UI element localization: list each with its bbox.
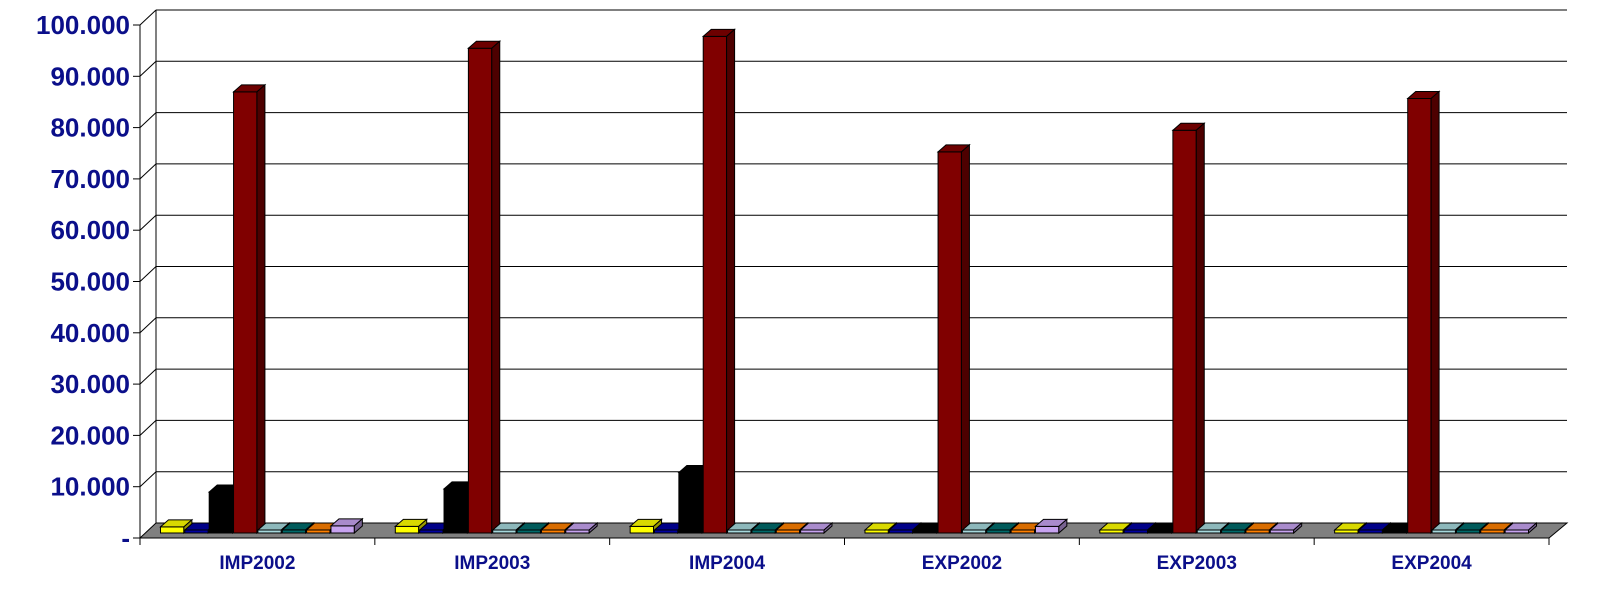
- bar: [1333, 521, 1368, 535]
- y-tick-label: 70.000: [50, 164, 130, 194]
- x-tick-label: EXP2003: [1157, 553, 1237, 574]
- bar: [628, 518, 663, 535]
- y-tick-label: 80.000: [50, 113, 130, 143]
- x-tick-label: IMP2002: [219, 553, 295, 574]
- bar-front: [629, 525, 655, 534]
- y-tick-label: 90.000: [50, 61, 130, 91]
- bar: [1171, 122, 1206, 535]
- x-tick-label: IMP2004: [689, 553, 765, 574]
- bar-front: [467, 47, 493, 534]
- bar: [280, 521, 315, 535]
- bar-side: [588, 521, 598, 535]
- bar: [774, 521, 809, 535]
- gridline-side: [139, 368, 157, 385]
- x-tick-label: EXP2004: [1391, 553, 1472, 574]
- bar: [701, 28, 736, 535]
- gridline-side: [139, 163, 157, 180]
- bar: [1406, 90, 1441, 535]
- bar-front: [330, 525, 355, 534]
- y-tick-label: 10.000: [50, 472, 130, 502]
- bar-front: [443, 488, 468, 534]
- y-tick-label: 100.000: [36, 10, 130, 40]
- bar-front: [394, 525, 420, 534]
- bar: [936, 143, 971, 535]
- bar: [1268, 521, 1304, 535]
- bar-front: [208, 491, 234, 534]
- bar: [491, 521, 526, 535]
- bar: [1034, 518, 1069, 535]
- bar-side: [1058, 518, 1068, 535]
- bar-side: [353, 517, 363, 535]
- bar-side: [491, 40, 501, 535]
- gridline-side: [139, 266, 157, 282]
- gridline-side: [139, 112, 157, 128]
- bar: [1357, 521, 1392, 535]
- bar: [1430, 521, 1465, 535]
- y-tick-label: 30.000: [50, 369, 130, 399]
- gridline-side: [139, 471, 157, 488]
- bar-side: [256, 83, 266, 535]
- bar: [799, 521, 834, 535]
- bars: [159, 28, 1538, 535]
- y-tick-label: 40.000: [50, 318, 130, 348]
- bar-front: [1034, 525, 1060, 534]
- y-tick-label: -: [121, 523, 130, 553]
- bar: [329, 517, 364, 535]
- bar: [1503, 521, 1538, 535]
- bar-side: [1195, 122, 1205, 535]
- bar-side: [1293, 521, 1303, 535]
- bar-side: [960, 143, 970, 535]
- bar: [232, 83, 267, 535]
- bar-front: [1407, 97, 1432, 534]
- x-axis: IMP2002 IMP2003 IMP2004 EXP2002 EXP2003 EXP20…: [139, 538, 1550, 574]
- gridline-side: [139, 317, 157, 334]
- y-axis: - 10.000 20.000 30.000 40.000 50.000 60.000 70.…: [36, 10, 140, 553]
- y-tick-label: 60.000: [50, 215, 130, 245]
- gridline-side: [139, 420, 157, 436]
- bar-front: [678, 471, 703, 534]
- gridline-side: [139, 214, 157, 231]
- x-tick-label: EXP2002: [922, 553, 1002, 574]
- gridline-side: [139, 9, 157, 26]
- bar-front: [233, 91, 258, 534]
- bar-front: [159, 526, 185, 534]
- bar-side: [823, 521, 833, 535]
- bar-side: [726, 28, 736, 535]
- bar: [467, 40, 502, 535]
- bar-front: [702, 35, 728, 534]
- y-tick-label: 20.000: [50, 420, 130, 450]
- x-tick-label: IMP2003: [454, 553, 530, 574]
- bar: [515, 521, 550, 535]
- gridlines: [139, 9, 1567, 488]
- gridline-side: [139, 60, 157, 77]
- bar-front: [1172, 129, 1197, 534]
- bar-side: [1528, 521, 1538, 535]
- y-tick-label: 50.000: [50, 267, 130, 297]
- bar-front: [937, 151, 962, 534]
- bar-side: [1430, 90, 1440, 535]
- bar: [564, 521, 599, 535]
